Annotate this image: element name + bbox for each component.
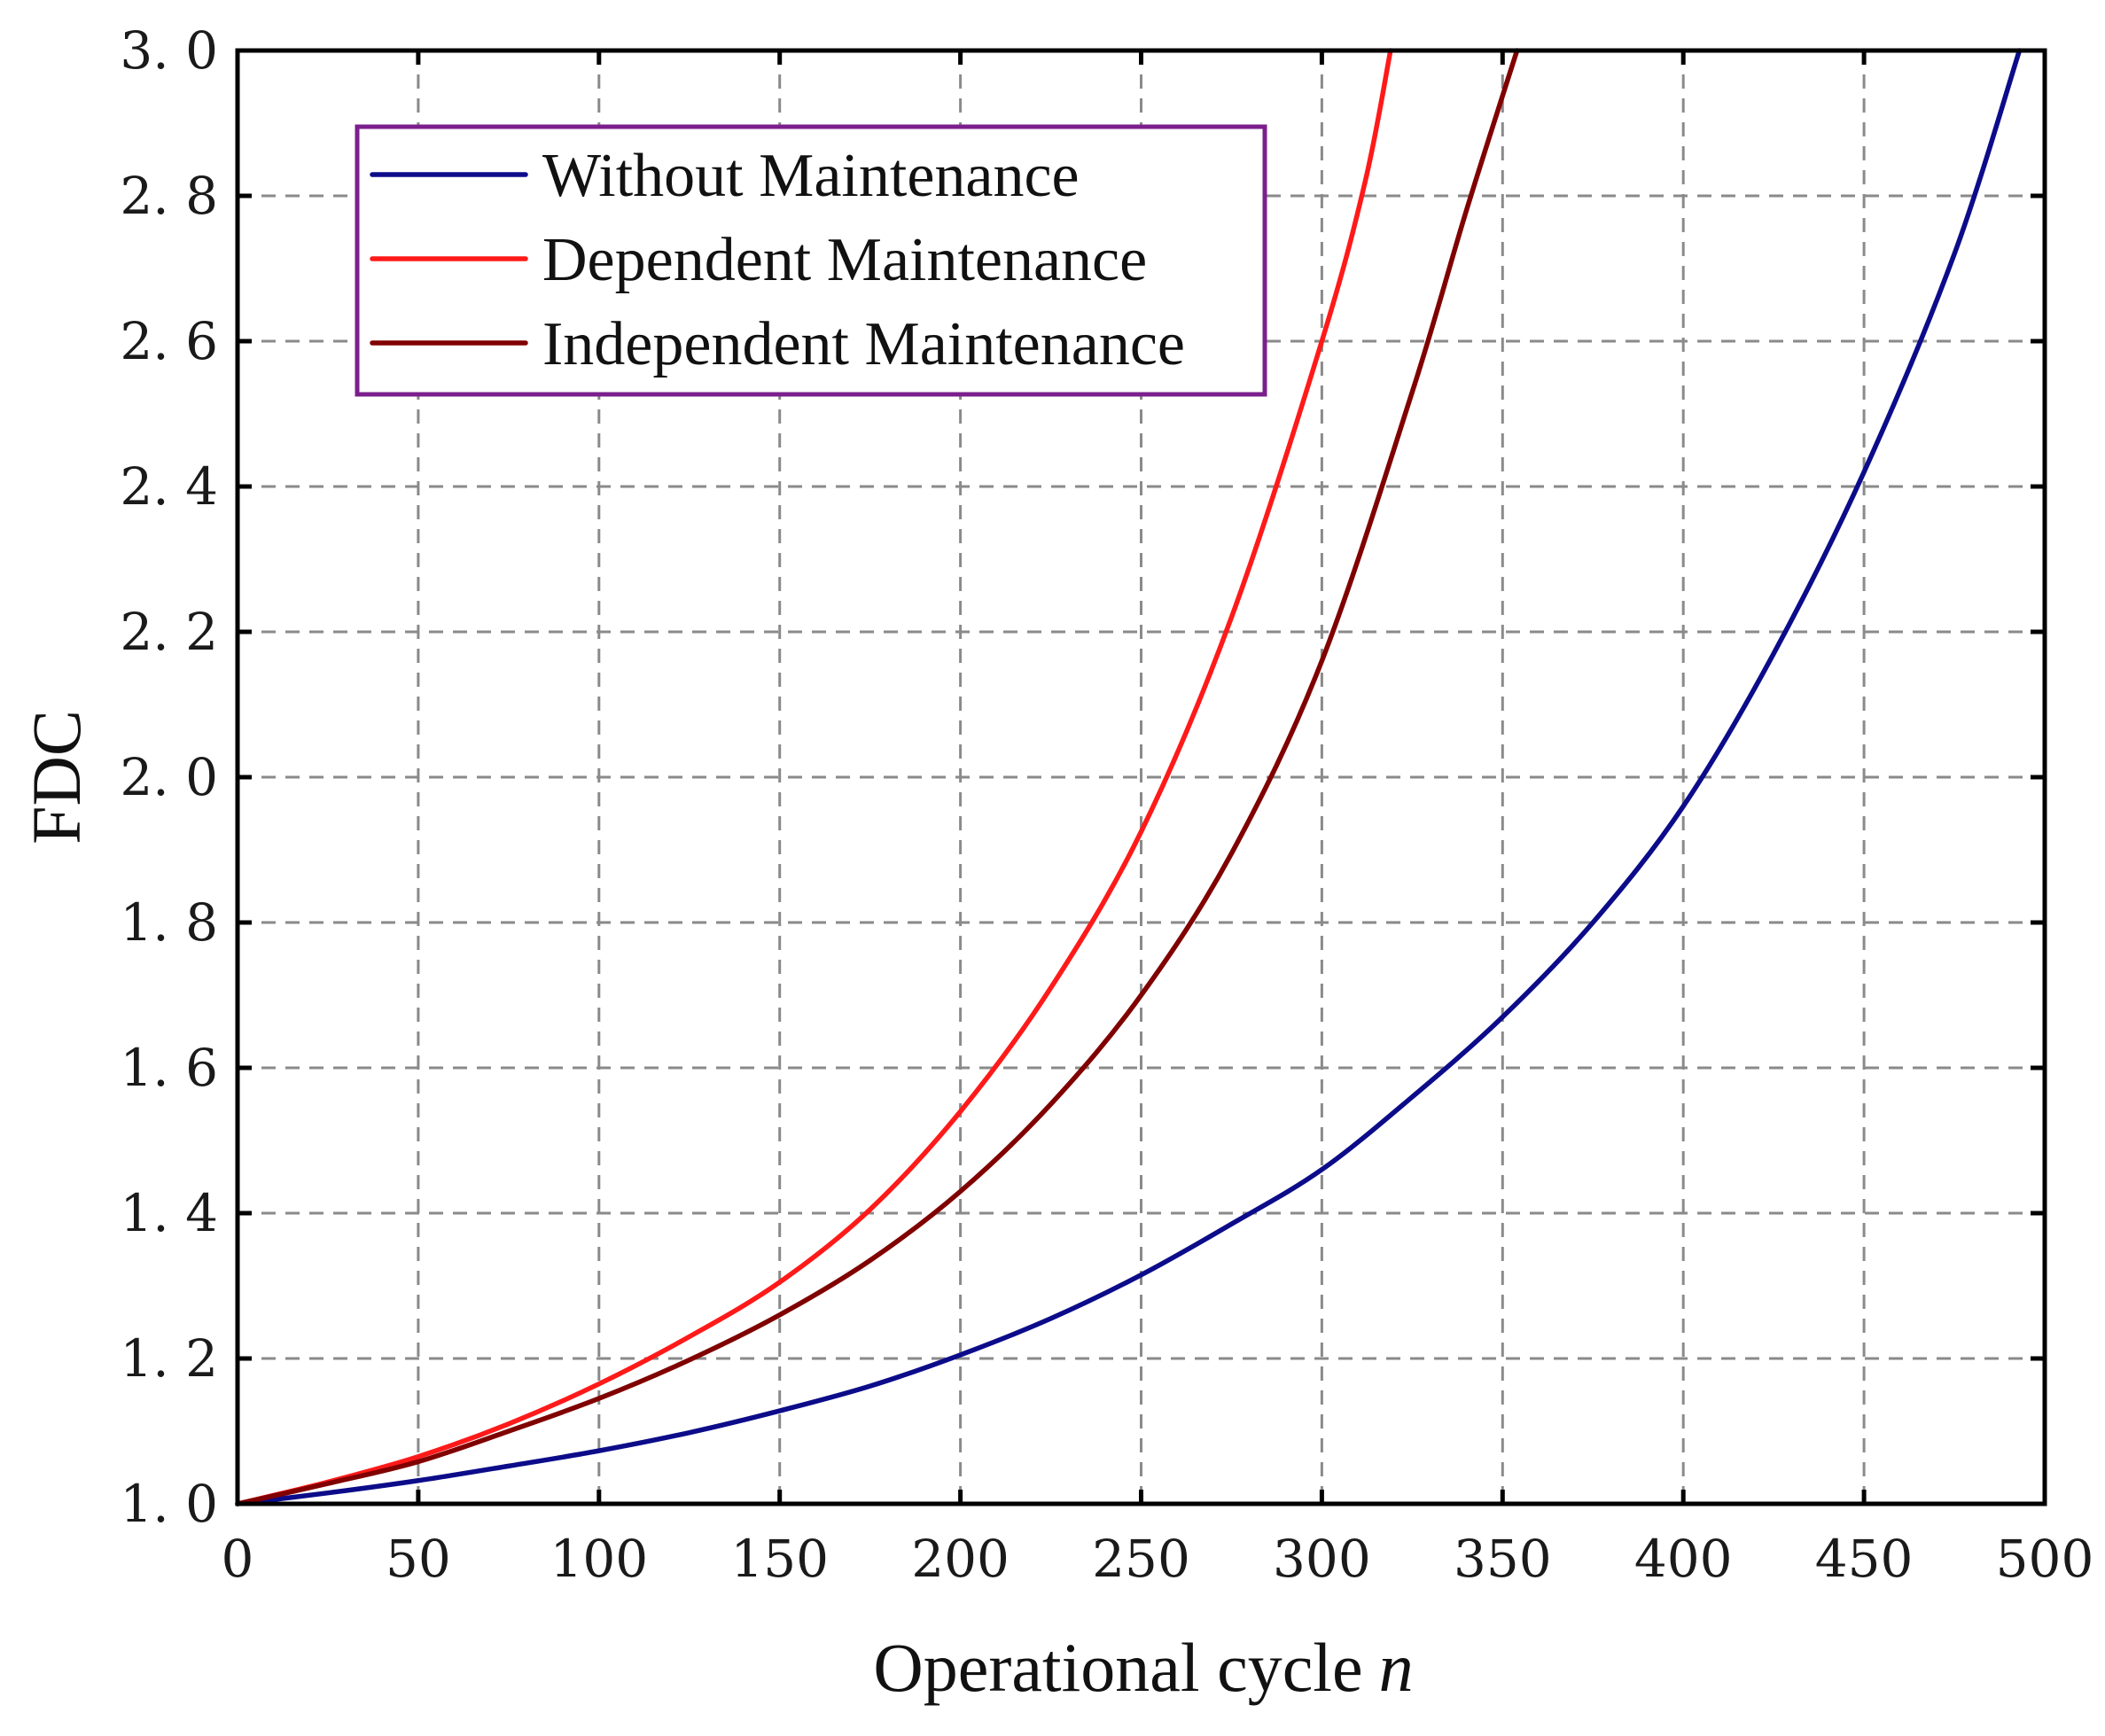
- x-tick-label: 100: [550, 1529, 648, 1589]
- x-axis-variable: n: [1379, 1629, 1414, 1706]
- y-tick-label: 1. 8: [120, 892, 218, 953]
- legend-label-without-maintenance: Without Maintenance: [542, 142, 1080, 210]
- x-tick-label: 450: [1815, 1529, 1914, 1589]
- x-tick-labels: 0 50 100 150 200 250 300 350 400 450 500: [222, 1529, 2094, 1589]
- x-axis-title: Operational cycle n: [873, 1629, 1413, 1706]
- x-tick-label: 300: [1273, 1529, 1371, 1589]
- y-tick-label: 2. 8: [120, 166, 218, 226]
- y-tick-label: 1. 4: [120, 1183, 218, 1243]
- legend-label-dependent-maintenance: Dependent Maintenance: [542, 226, 1147, 294]
- y-tick-label: 3. 0: [120, 20, 218, 81]
- y-tick-labels: 1. 0 1. 2 1. 4 1. 6 1. 8 2. 0 2. 2 2. 4 2. 6 2. 8…: [120, 20, 218, 1534]
- legend: Without Maintenance Dependent Maintenanc…: [355, 124, 1267, 397]
- y-tick-label: 1. 0: [120, 1474, 218, 1534]
- x-tick-label: 400: [1634, 1529, 1733, 1589]
- x-tick-label: 50: [386, 1529, 451, 1589]
- y-tick-label: 1. 6: [120, 1038, 218, 1098]
- x-tick-label: 150: [730, 1529, 829, 1589]
- legend-label-independent-maintenance: Independent Maintenance: [542, 310, 1185, 378]
- y-tick-label: 2. 6: [120, 311, 218, 371]
- series-independent-maintenance: [235, 48, 1520, 1506]
- x-tick-label: 0: [222, 1529, 254, 1589]
- y-tick-label: 1. 2: [120, 1328, 218, 1389]
- x-tick-label: 250: [1092, 1529, 1190, 1589]
- y-tick-label: 2. 0: [120, 747, 218, 807]
- axis-ticks: [235, 48, 2047, 1506]
- series-layer: [235, 48, 2023, 1506]
- series-without-maintenance: [235, 48, 2023, 1506]
- x-axis-label: Operational cycle: [873, 1629, 1362, 1706]
- x-tick-label: 350: [1454, 1529, 1552, 1589]
- x-tick-label: 500: [1996, 1529, 2094, 1589]
- y-axis-title: FDC: [18, 710, 95, 845]
- series-dependent-maintenance: [235, 48, 1393, 1506]
- y-tick-label: 2. 4: [120, 456, 218, 517]
- y-tick-label: 2. 2: [120, 602, 218, 662]
- x-tick-label: 200: [911, 1529, 1010, 1589]
